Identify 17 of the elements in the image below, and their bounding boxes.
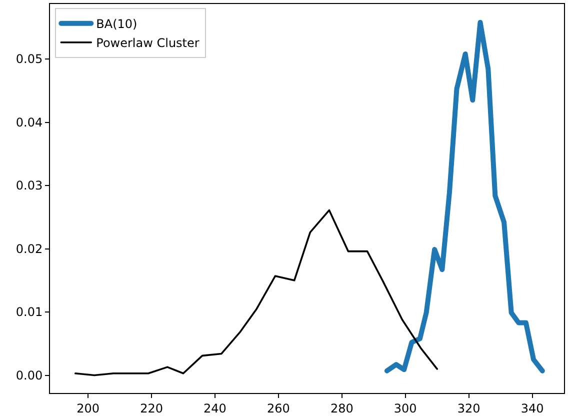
y-tick-label: 0.02 — [16, 242, 43, 256]
x-tick-label: 220 — [140, 401, 163, 416]
x-tick-label: 240 — [204, 401, 226, 416]
x-tick-label: 280 — [330, 401, 354, 416]
y-tick-label: 0.03 — [16, 178, 43, 193]
x-tick-label: 320 — [457, 401, 480, 416]
line-series — [74, 209, 438, 376]
x-tick-label: 200 — [76, 401, 100, 416]
x-tick-label: 340 — [520, 401, 544, 416]
legend-label: BA(10) — [96, 17, 138, 32]
legend-label: Powerlaw Cluster — [96, 36, 200, 50]
y-tick-label: 0.00 — [16, 368, 43, 382]
x-tick-label: 300 — [394, 401, 417, 416]
y-tick-label: 0.05 — [16, 52, 43, 66]
y-tick-label: 0.01 — [16, 305, 43, 320]
y-tick-label: 0.04 — [16, 115, 43, 130]
x-tick-label: 260 — [266, 401, 290, 416]
